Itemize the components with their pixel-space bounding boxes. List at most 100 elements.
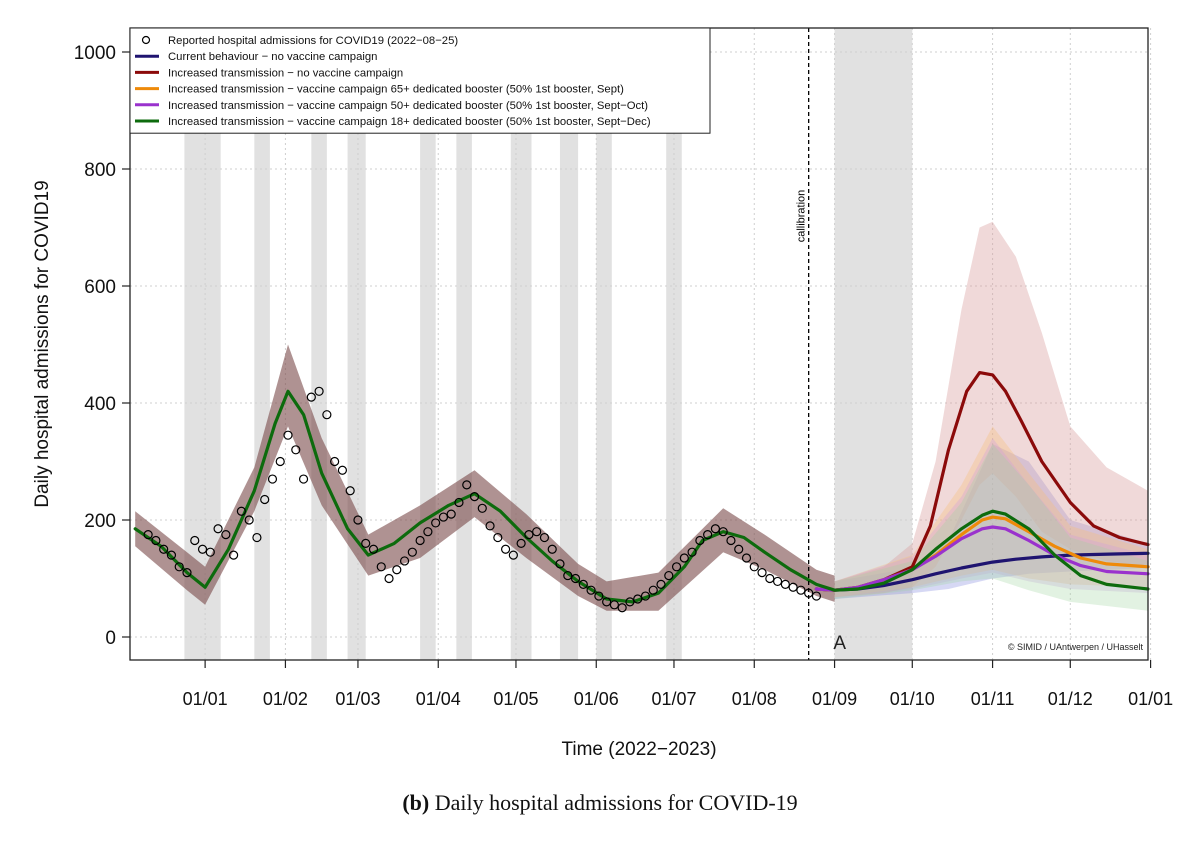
observed-point [594,591,604,601]
axes: 0 200 400 600 800 1000 01/01 01/02 01/03 01/04 01/… [32,43,1173,760]
observed-point [749,562,759,572]
observed-point [648,585,658,595]
x-tick-label: 01/07 [651,689,696,709]
holiday-band [559,28,579,660]
observed-point [182,568,192,578]
observed-point [407,547,417,557]
scenario-lines [133,371,1150,604]
observed-point [283,430,293,440]
observed-point [796,585,806,595]
observed-point [229,550,239,560]
observed-point [524,530,534,540]
observed-point [291,445,301,455]
observed-point [267,474,278,484]
observed-point [376,562,386,572]
y-tick-label: 200 [84,511,116,532]
x-tick-label: 01/02 [263,689,308,709]
observed-point [143,530,153,540]
x-tick-label: 01/01 [1128,689,1173,709]
observed-point [174,562,184,572]
observed-point [602,597,612,607]
annotation-a: A [833,633,846,654]
holiday-band [834,28,913,660]
observed-point [151,535,161,546]
observed-points [143,386,822,613]
y-tick-label: 400 [84,394,116,415]
series-line [814,525,1150,592]
observed-point [547,544,557,554]
observed-point [477,503,487,513]
y-tick-label: 800 [84,160,116,181]
observed-point [493,532,503,543]
credit-text: © SIMID / UAntwerpen / UHasselt [1008,642,1144,652]
observed-point [314,386,324,396]
observed-point [197,544,208,554]
observed-point [392,565,402,575]
observed-point [205,547,215,557]
x-tick-label: 01/06 [574,689,619,709]
observed-point [213,524,223,534]
observed-point [640,591,651,601]
observed-point [330,456,340,467]
x-tick-label: 01/09 [812,689,857,709]
legend-box [129,27,711,134]
observed-point [462,480,472,490]
observed-point [361,538,371,549]
observed-point [353,515,363,525]
observed-point [399,556,410,566]
observed-point [244,515,254,525]
observed-point [469,492,480,502]
x-tick-label: 01/03 [335,689,380,709]
observed-point [539,532,550,543]
calibration-label: callibration [796,190,808,243]
annotations: callibration A © SIMID / UAntwerpen / UHas… [796,28,1144,660]
observed-point [726,535,736,546]
observed-point [718,527,728,537]
observed-point [438,512,449,522]
x-tick-label: 01/05 [493,689,538,709]
legend-entry: Increased transmission − vaccine campaig… [168,116,651,128]
observed-point [695,535,705,546]
observed-point [780,579,790,589]
observed-point [687,547,697,557]
observed-point [679,553,689,563]
observed-point [656,579,666,589]
observed-point [734,544,744,554]
y-tick-label: 1000 [74,43,116,64]
observed-point [431,518,441,528]
observed-point [322,410,332,420]
y-tick-label: 600 [84,277,116,298]
observed-point [772,576,783,587]
observed-point [532,527,542,537]
observed-point [710,524,721,534]
observed-point [617,603,627,613]
observed-point [485,521,495,531]
observed-point [252,532,262,543]
observed-point [671,562,682,572]
observed-point [423,527,433,537]
observed-point [306,392,316,402]
observed-point [811,591,822,601]
observed-point [500,544,511,554]
y-tick-label: 0 [105,628,116,649]
observed-point [741,553,752,563]
x-tick-label: 01/11 [971,689,1015,709]
observed-point [586,585,596,595]
x-tick-label: 01/10 [890,689,935,709]
legend-entry: Increased transmission − no vaccine camp… [168,67,403,79]
observed-point [703,530,713,540]
uncertainty-band [135,344,835,611]
observed-point [757,568,767,578]
observed-point [609,600,619,610]
legend-entry: Current behaviour − no vaccine campaign [168,51,377,63]
observed-point [508,550,518,560]
observed-point [368,544,379,554]
observed-point [625,597,635,607]
x-tick-label: 01/12 [1048,689,1093,709]
legend: Reported hospital admissions for COVID19… [129,27,711,134]
holiday-band [510,28,532,660]
legend-entry: Reported hospital admissions for COVID19… [168,35,458,47]
legend-entry: Increased transmission − vaccine campaig… [168,100,648,112]
x-tick-label: 01/01 [183,689,228,709]
observed-point [236,506,246,516]
